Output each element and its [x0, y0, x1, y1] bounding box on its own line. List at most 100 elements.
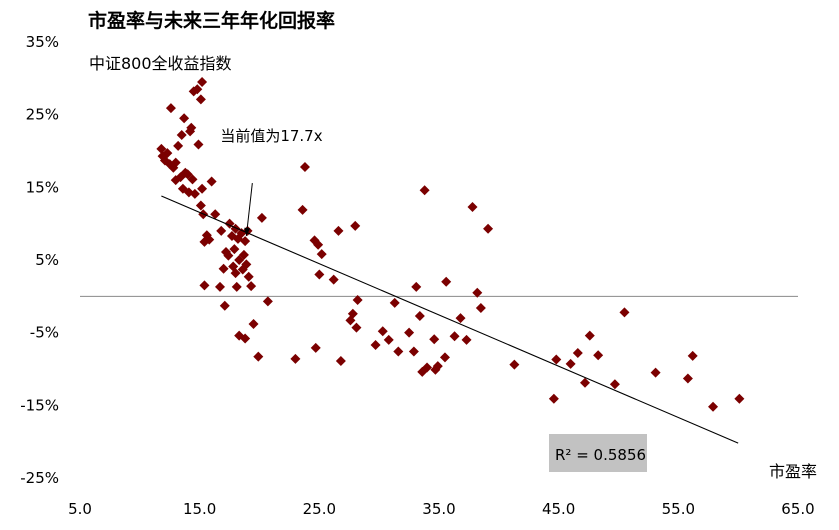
data-point [256, 212, 267, 223]
r-squared-box [549, 434, 647, 472]
data-point [572, 348, 583, 359]
data-point [565, 358, 576, 369]
x-tick-label: 5.0 [68, 500, 92, 518]
data-point [377, 326, 388, 337]
data-point [579, 377, 590, 388]
data-point [223, 250, 234, 261]
data-point [229, 244, 240, 255]
data-point [210, 209, 221, 220]
data-point [383, 334, 394, 345]
data-point [310, 342, 321, 353]
x-tick-label: 25.0 [303, 500, 336, 518]
data-point [206, 176, 217, 187]
data-point [199, 280, 210, 291]
data-point [243, 271, 254, 282]
y-tick-label: -5% [30, 324, 59, 342]
x-tick-label: 15.0 [183, 500, 216, 518]
data-point [351, 322, 362, 333]
data-point [422, 362, 433, 373]
data-point [197, 76, 208, 87]
x-tick-label: 65.0 [781, 500, 814, 518]
y-tick-label: 5% [35, 251, 59, 269]
data-point [404, 327, 415, 338]
data-points [156, 76, 745, 412]
data-point [290, 353, 301, 364]
data-point [467, 201, 478, 212]
r-squared-label: R² = 0.5856 [555, 446, 646, 464]
data-point [215, 281, 226, 292]
data-point [170, 157, 181, 168]
data-point [411, 281, 422, 292]
data-point [173, 140, 184, 151]
data-point [179, 113, 190, 124]
y-tick-label: -25% [20, 469, 59, 487]
data-point [313, 239, 324, 250]
data-point [619, 307, 630, 318]
data-point [192, 84, 203, 95]
data-point [389, 297, 400, 308]
data-point [461, 334, 472, 345]
x-tick-label: 45.0 [542, 500, 575, 518]
chart-title: 市盈率与未来三年年化回报率 [88, 9, 335, 32]
trend-line [161, 195, 739, 444]
data-point [314, 269, 325, 280]
data-point [240, 236, 251, 247]
data-point [231, 281, 242, 292]
y-tick-label: 35% [26, 33, 59, 51]
data-point [195, 200, 206, 211]
data-point [352, 294, 363, 305]
data-point [429, 334, 440, 345]
y-tick-label: 15% [26, 178, 59, 196]
x-tick-label: 35.0 [422, 500, 455, 518]
data-point [609, 379, 620, 390]
y-axis-tick-labels: 35% 25% 15% 5% -5% -15% -25% [20, 33, 59, 487]
data-point [475, 302, 486, 313]
data-point [187, 174, 198, 185]
data-point [455, 313, 466, 324]
y-tick-label: -15% [20, 396, 59, 414]
data-point [246, 281, 257, 292]
data-point [439, 352, 450, 363]
data-point [370, 340, 381, 351]
data-point [241, 259, 252, 270]
data-point [682, 373, 693, 384]
data-point [548, 393, 559, 404]
data-point [734, 393, 745, 404]
data-point [441, 276, 452, 287]
data-point [333, 225, 344, 236]
data-point [238, 249, 249, 260]
data-point [248, 318, 259, 329]
data-point [328, 274, 339, 285]
data-point [165, 103, 176, 114]
data-point [193, 139, 204, 150]
data-point [253, 351, 264, 362]
data-point [551, 354, 562, 365]
data-point [197, 183, 208, 194]
y-tick-label: 25% [26, 106, 59, 124]
data-point [299, 161, 310, 172]
data-point [216, 225, 227, 236]
data-point [584, 330, 595, 341]
annotation-arrowhead [244, 227, 251, 237]
data-point [393, 346, 404, 357]
data-point [176, 130, 187, 141]
data-point [419, 185, 430, 196]
data-point [432, 361, 443, 372]
chart-subtitle: 中证800全收益指数 [89, 54, 232, 73]
data-point [472, 287, 483, 298]
x-tick-label: 55.0 [662, 500, 695, 518]
data-point [218, 263, 229, 274]
data-point [509, 359, 520, 370]
data-point [350, 220, 361, 231]
data-point [230, 268, 241, 279]
data-point [347, 308, 358, 319]
x-axis-tick-labels: 5.0 15.0 25.0 35.0 45.0 55.0 65.0 [68, 500, 815, 518]
data-point [483, 223, 494, 234]
x-axis-label: 市盈率 [769, 462, 817, 481]
data-point [593, 350, 604, 361]
data-point [335, 356, 346, 367]
data-point [162, 148, 173, 159]
data-point [414, 310, 425, 321]
data-point [408, 346, 419, 357]
